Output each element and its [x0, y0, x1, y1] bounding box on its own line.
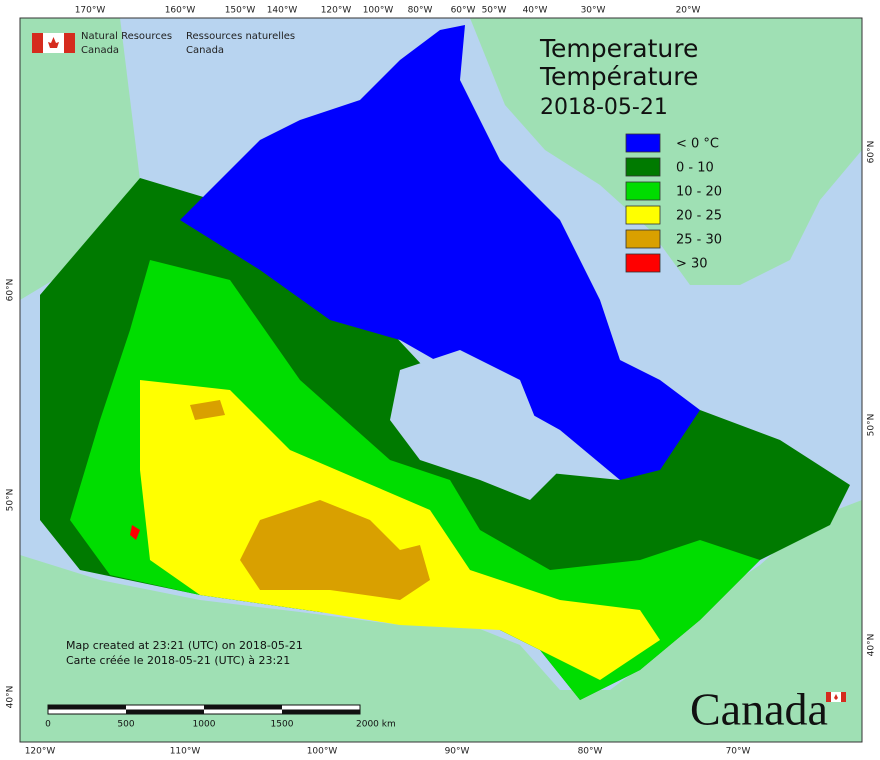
longitude-label: 170°W: [75, 6, 106, 16]
longitude-label: 70°W: [726, 747, 751, 757]
map: [19, 17, 863, 743]
longitude-label: 40°W: [523, 6, 548, 16]
longitude-label: 50°W: [482, 6, 507, 16]
legend-label: 20 - 25: [676, 209, 722, 224]
legend-label: 10 - 20: [676, 185, 722, 200]
zone-below-0: [180, 25, 700, 480]
scale-label: 0: [45, 720, 51, 730]
latitude-label: 60°N: [867, 141, 877, 164]
nrcan-signature: Natural Resources Canada Ressources natu…: [32, 31, 295, 56]
credit: Carte créée le 2018-05-21 (UTC) à 23:21: [66, 654, 290, 667]
legend-label: 0 - 10: [676, 161, 714, 176]
alaska: [20, 18, 140, 300]
longitude-label: 80°W: [578, 747, 603, 757]
longitude-label: 160°W: [165, 6, 196, 16]
maple-leaf: [834, 694, 838, 700]
legend-swatch: [625, 229, 661, 249]
scale-label: 1500: [271, 720, 294, 730]
date: 2018-05-21: [540, 95, 668, 120]
legend-swatch: [625, 181, 661, 201]
legend-swatch: [625, 253, 661, 273]
latitude-label: 50°N: [867, 414, 877, 437]
org-name: Natural Resources: [81, 31, 172, 42]
scale-segment: [48, 705, 126, 710]
longitude-label: 100°W: [307, 747, 338, 757]
legend-label: < 0 °C: [676, 137, 719, 152]
longitude-label: 150°W: [225, 6, 256, 16]
flag-bar: [64, 33, 75, 53]
longitude-label: 110°W: [170, 747, 201, 757]
graticule-labels: 170°W 160°W 150°W 140°W 120°W 100°W 80°W 60°W 50…: [6, 6, 877, 757]
scale-segment: [204, 705, 282, 710]
legend-swatch: [625, 133, 661, 153]
scale-label: 2000 km: [356, 720, 396, 730]
legend-label: 25 - 30: [676, 233, 722, 248]
hudson-bay: [390, 350, 560, 500]
scale-label: 500: [117, 720, 134, 730]
united-states: [20, 500, 862, 742]
credit: Map created at 23:21 (UTC) on 2018-05-21: [66, 639, 303, 652]
scale-bar: 0 500 1000 1500 2000 km: [45, 704, 396, 730]
maple-leaf: [48, 37, 59, 48]
scale-segment: [282, 709, 360, 714]
title: Température: [539, 62, 698, 91]
zone-25-30: [190, 400, 225, 420]
title: Temperature: [539, 34, 698, 63]
longitude-label: 60°W: [451, 6, 476, 16]
org-name: Ressources naturelles: [186, 31, 295, 42]
legend: < 0 °C 0 - 10 10 - 20 20 - 25 25 - 30 > 30: [625, 133, 722, 273]
longitude-label: 30°W: [581, 6, 606, 16]
greenland: [470, 18, 862, 285]
zone-25-30: [240, 500, 430, 600]
map-frame: [19, 17, 863, 743]
latitude-label: 50°N: [6, 489, 16, 512]
latitude-label: 40°N: [867, 634, 877, 657]
longitude-label: 90°W: [445, 747, 470, 757]
longitude-label: 120°W: [25, 747, 56, 757]
longitude-label: 140°W: [267, 6, 298, 16]
org-name: Canada: [81, 45, 119, 56]
scale-label: 1000: [193, 720, 216, 730]
longitude-label: 120°W: [321, 6, 352, 16]
longitude-label: 80°W: [408, 6, 433, 16]
scale-segment: [126, 709, 204, 714]
latitude-label: 60°N: [6, 279, 16, 302]
wordmark: Canada: [690, 684, 828, 735]
longitude-label: 100°W: [363, 6, 394, 16]
legend-label: > 30: [676, 257, 708, 272]
flag-bar: [826, 692, 831, 702]
longitude-label: 20°W: [676, 6, 701, 16]
latitude-label: 40°N: [6, 686, 16, 709]
flag-bar: [32, 33, 43, 53]
flag-bar: [841, 692, 846, 702]
canada-wordmark: Canada: [690, 684, 846, 735]
zone-20-25: [140, 380, 660, 680]
org-name: Canada: [186, 45, 224, 56]
legend-swatch: [625, 205, 661, 225]
legend-swatch: [625, 157, 661, 177]
zone-over-30: [130, 525, 140, 540]
